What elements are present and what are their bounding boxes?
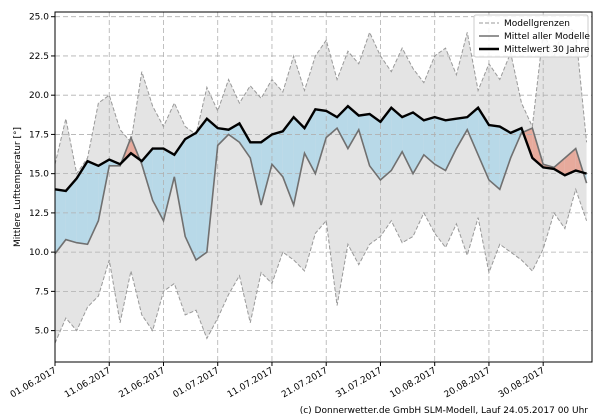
range-lower (54, 187, 588, 344)
anomaly-fill (347, 106, 359, 149)
legend-label: Modellgrenzen (504, 19, 570, 29)
anomaly-fill (196, 118, 207, 260)
model-mean-line (54, 126, 588, 262)
anomaly-fill (228, 123, 240, 143)
anomaly-fill (185, 132, 197, 260)
anomaly-fill (358, 114, 370, 166)
x-tick-label: 21.07.2017 (280, 366, 330, 400)
anomaly-fill (326, 110, 338, 138)
y-tick-label: 25.0 (29, 13, 49, 23)
anomaly-fill (456, 117, 468, 149)
x-tick-label: 20.08.2017 (443, 366, 493, 400)
anomaly-fill (369, 114, 381, 180)
range-upper (54, 23, 588, 175)
anomaly-fill (261, 134, 272, 206)
legend-box (473, 14, 589, 58)
credit: (c) Donnerwetter.de GmbH SLM-Modell, Lau… (300, 406, 589, 416)
x-tick-label: 31.07.2017 (334, 366, 384, 400)
anomaly-fill (174, 139, 186, 237)
climate-mean-line (54, 104, 587, 193)
anomaly-fill (76, 161, 88, 245)
anomaly-fill (65, 178, 77, 243)
anomaly-fill (564, 148, 576, 176)
anomaly-fill (293, 117, 305, 206)
anomaly-fill (467, 107, 479, 155)
anomaly-fill (217, 128, 229, 146)
anomaly-fill (554, 157, 565, 176)
range-band (55, 24, 587, 344)
anomaly-fill (152, 148, 164, 221)
y-tick-label: 17.5 (29, 130, 49, 140)
anomaly-fill (434, 117, 446, 171)
anomaly-fill (499, 126, 511, 190)
anomaly-fill (87, 161, 99, 245)
legend-label: Mittel aller Modelle (504, 32, 590, 42)
y-tick-label: 15.0 (29, 170, 49, 180)
y-tick-label: 20.0 (29, 91, 49, 101)
plot-frame (54, 11, 593, 363)
x-tick-label: 10.08.2017 (389, 366, 439, 400)
y-tick-label: 7.5 (35, 287, 49, 297)
anomaly-fill (163, 148, 175, 221)
anomaly-fill (141, 148, 153, 201)
x-tick-label: 01.06.2017 (9, 366, 59, 400)
anomaly-fill (271, 131, 283, 177)
anomaly-fill (478, 107, 489, 180)
y-axis-label: Mittlere Lufttemperatur [°] (13, 127, 23, 247)
anomaly-fill (445, 118, 457, 171)
anomaly-fill (239, 123, 251, 158)
anomaly-fill (55, 189, 66, 254)
x-tick-label: 30.08.2017 (497, 366, 547, 400)
anomaly-fill (402, 112, 413, 174)
anomaly-fill (380, 107, 392, 180)
y-tick-label: 10.0 (29, 248, 49, 258)
y-tick-label: 12.5 (29, 209, 49, 219)
anomaly-fill (423, 117, 435, 165)
legend-label: Mittelwert 30 Jahre (504, 45, 590, 55)
x-tick-label: 11.06.2017 (63, 366, 113, 400)
anomaly-fill (337, 106, 348, 149)
y-tick-label: 5.0 (35, 327, 50, 337)
anomaly-fill (315, 109, 327, 174)
x-tick-label: 11.07.2017 (226, 366, 276, 400)
y-tick-label: 22.5 (29, 52, 49, 62)
x-tick-label: 21.06.2017 (117, 366, 167, 400)
x-tick-label: 01.07.2017 (172, 366, 222, 400)
